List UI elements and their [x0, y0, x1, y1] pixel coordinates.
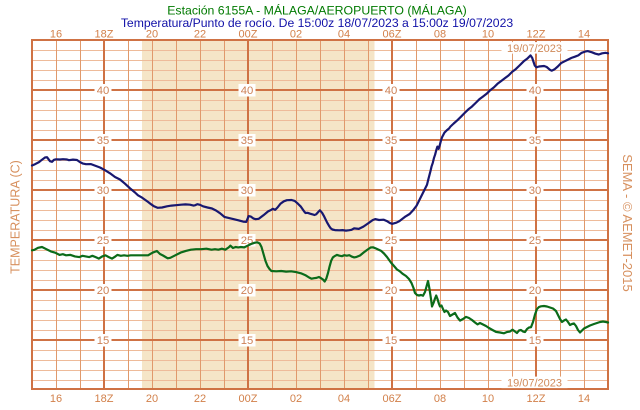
- svg-text:20: 20: [529, 285, 542, 297]
- svg-text:06Z: 06Z: [383, 393, 402, 405]
- svg-text:Estación 6155A - MÁLAGA/AEROPU: Estación 6155A - MÁLAGA/AEROPUERTO (MÁLA…: [167, 3, 467, 18]
- svg-text:25: 25: [97, 235, 110, 247]
- svg-text:18Z: 18Z: [95, 393, 114, 405]
- svg-text:02: 02: [290, 29, 302, 41]
- svg-text:40: 40: [529, 85, 542, 97]
- svg-text:12Z: 12Z: [527, 29, 546, 41]
- svg-text:20: 20: [146, 393, 158, 405]
- svg-text:30: 30: [529, 185, 542, 197]
- svg-text:04: 04: [338, 29, 350, 41]
- svg-text:18Z: 18Z: [95, 29, 114, 41]
- svg-text:20: 20: [385, 285, 398, 297]
- svg-text:15: 15: [241, 335, 254, 347]
- svg-text:12Z: 12Z: [527, 393, 546, 405]
- svg-text:15: 15: [529, 335, 542, 347]
- svg-text:Temperatura/Punto de rocío. De: Temperatura/Punto de rocío. De 15:00z 18…: [121, 16, 514, 30]
- svg-text:20: 20: [241, 285, 254, 297]
- svg-text:15: 15: [385, 335, 398, 347]
- svg-text:19/07/2023: 19/07/2023: [507, 43, 562, 55]
- svg-text:00Z: 00Z: [239, 29, 258, 41]
- svg-text:22: 22: [194, 393, 206, 405]
- svg-text:40: 40: [97, 85, 110, 97]
- svg-text:30: 30: [97, 185, 110, 197]
- svg-text:16: 16: [50, 29, 62, 41]
- svg-text:22: 22: [194, 29, 206, 41]
- svg-text:08: 08: [434, 393, 446, 405]
- svg-text:30: 30: [241, 185, 254, 197]
- svg-text:20: 20: [146, 29, 158, 41]
- svg-text:02: 02: [290, 393, 302, 405]
- svg-text:08: 08: [434, 29, 446, 41]
- svg-text:19/07/2023: 19/07/2023: [507, 378, 562, 390]
- svg-text:35: 35: [97, 135, 110, 147]
- svg-text:14: 14: [578, 393, 590, 405]
- svg-text:35: 35: [529, 135, 542, 147]
- svg-text:15: 15: [97, 335, 110, 347]
- svg-text:35: 35: [241, 135, 254, 147]
- svg-text:30: 30: [385, 185, 398, 197]
- svg-text:20: 20: [97, 285, 110, 297]
- svg-text:06Z: 06Z: [383, 29, 402, 41]
- svg-text:16: 16: [50, 393, 62, 405]
- svg-text:25: 25: [385, 235, 398, 247]
- svg-text:14: 14: [578, 29, 590, 41]
- svg-text:40: 40: [385, 85, 398, 97]
- svg-text:00Z: 00Z: [239, 393, 258, 405]
- svg-text:10: 10: [482, 393, 494, 405]
- svg-text:40: 40: [241, 85, 254, 97]
- svg-text:10: 10: [482, 29, 494, 41]
- svg-text:04: 04: [338, 393, 350, 405]
- svg-text:25: 25: [529, 235, 542, 247]
- svg-text:TEMPERATURA (C): TEMPERATURA (C): [9, 160, 23, 274]
- svg-text:35: 35: [385, 135, 398, 147]
- svg-text:SEMA - © AEMET-2015: SEMA - © AEMET-2015: [620, 154, 635, 291]
